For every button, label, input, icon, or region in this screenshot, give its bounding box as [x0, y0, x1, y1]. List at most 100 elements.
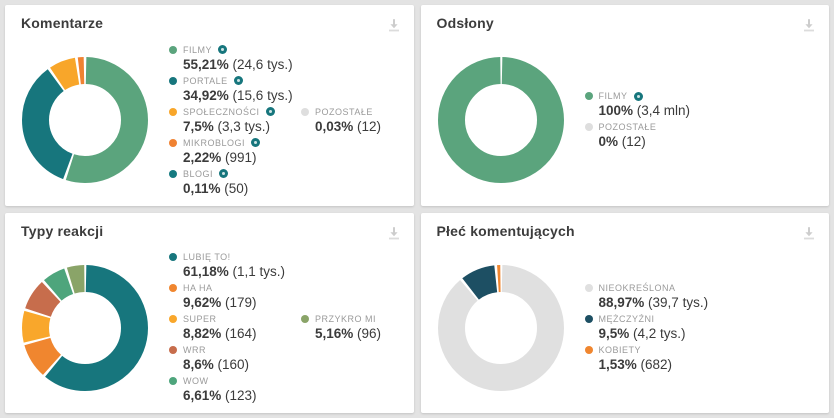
- legend-label-row: FILMY: [584, 91, 703, 101]
- legend-count: (123): [221, 388, 257, 404]
- legend-item: MĘŻCZYŹNI 9,5% (4,2 tys.): [584, 314, 709, 341]
- eye-icon-dot: [268, 110, 272, 114]
- donut-segment[interactable]: [437, 264, 564, 391]
- eye-icon[interactable]: [633, 91, 643, 101]
- legend-label-row: WOW: [169, 376, 287, 386]
- legend-value: 6,61% (123): [183, 388, 287, 403]
- card-body: LUBIĘ TO! 61,18% (1,1 tys.) HA HA 9,62% (17…: [5, 243, 414, 414]
- legend-value: 100% (3,4 mln): [599, 103, 703, 118]
- legend-item: MIKROBLOGI 2,22% (991): [169, 138, 287, 165]
- download-button[interactable]: [799, 223, 819, 243]
- donut-chart[interactable]: [21, 264, 149, 392]
- eye-icon-dot: [222, 172, 226, 176]
- donut-segment[interactable]: [22, 264, 148, 391]
- legend-label-row: NIEOKREŚLONA: [584, 283, 709, 293]
- legend-item: POZOSTAŁE 0,03% (12): [301, 107, 414, 134]
- legend-bullet: [301, 107, 309, 116]
- legend-bullet: [169, 107, 177, 116]
- legend-label: FILMY: [183, 44, 213, 55]
- eye-icon[interactable]: [233, 76, 243, 86]
- legend-count: (15,6 tys.): [228, 87, 293, 103]
- card-title: Płeć komentujących: [436, 222, 575, 239]
- legend-percent: 8,82%: [183, 326, 222, 342]
- legend-count: (3,4 mln): [633, 103, 691, 119]
- legend-value: 9,5% (4,2 tys.): [599, 326, 709, 341]
- legend-label: LUBIĘ TO!: [183, 252, 231, 263]
- legend-count: (991): [221, 149, 257, 165]
- card-title: Typy reakcji: [21, 222, 104, 239]
- download-button[interactable]: [384, 15, 404, 35]
- legend-label: MIKROBLOGI: [183, 137, 246, 148]
- legend-value: 9,62% (179): [183, 295, 287, 310]
- eye-icon[interactable]: [218, 45, 228, 55]
- eye-icon[interactable]: [251, 138, 261, 148]
- legend-percent: 1,53%: [598, 357, 637, 373]
- legend-item: FILMY 55,21% (24,6 tys.): [169, 44, 293, 72]
- legend-label-row: PORTALE: [169, 76, 287, 86]
- legend-value: 0% (12): [599, 134, 703, 149]
- legend-label: MĘŻCZYŹNI: [598, 314, 655, 325]
- legend-item: LUBIĘ TO! 61,18% (1,1 tys.): [169, 252, 287, 279]
- legend-value: 5,16% (96): [315, 326, 414, 341]
- download-button[interactable]: [799, 15, 819, 35]
- legend-count: (160): [213, 357, 250, 373]
- legend-bullet: [301, 315, 309, 324]
- legend-percent: 34,92%: [183, 87, 229, 103]
- download-button[interactable]: [384, 223, 404, 243]
- download-icon: [388, 226, 399, 239]
- legend-value: 1,53% (682): [599, 357, 709, 372]
- legend-bullet: [584, 123, 593, 132]
- legend-count: (96): [353, 326, 382, 342]
- chart-legend: FILMY 100% (3,4 mln) POZOSTAŁE 0% (12): [584, 35, 703, 206]
- legend-percent: 61,18%: [183, 264, 229, 280]
- donut-segment[interactable]: [22, 57, 148, 184]
- card-body: FILMY 55,21% (24,6 tys.) PORTALE 34,92% (15…: [5, 35, 414, 206]
- legend-percent: 0%: [598, 134, 619, 150]
- eye-icon-dot: [636, 94, 640, 98]
- legend-bullet: [169, 169, 177, 178]
- legend-value: 34,92% (15,6 tys.): [183, 87, 293, 103]
- donut-segment[interactable]: [22, 264, 148, 391]
- legend-bullet: [169, 253, 177, 262]
- legend-label: PORTALE: [183, 75, 228, 86]
- legend-label-row: SUPER: [169, 314, 287, 324]
- legend-value: 7,5% (3,3 tys.): [183, 119, 287, 134]
- legend-bullet: [584, 284, 593, 293]
- legend-count: (4,2 tys.): [629, 326, 686, 342]
- legend-percent: 0,11%: [183, 180, 221, 196]
- legend-label: SPOŁECZNOŚCI: [183, 106, 260, 117]
- legend-count: (3,3 tys.): [213, 118, 271, 134]
- download-icon: [804, 226, 814, 239]
- card-title: Odsłony: [436, 15, 494, 31]
- legend-count: (1,1 tys.): [228, 264, 286, 280]
- legend-label-row: LUBIĘ TO!: [169, 252, 287, 262]
- eye-icon[interactable]: [265, 107, 275, 117]
- legend-percent: 55,21%: [183, 56, 229, 72]
- legend-item: WOW 6,61% (123): [169, 376, 287, 403]
- legend-item: HA HA 9,62% (179): [169, 283, 287, 310]
- legend-item: SPOŁECZNOŚCI 7,5% (3,3 tys.): [169, 107, 287, 134]
- legend-item: FILMY 100% (3,4 mln): [584, 91, 703, 118]
- legend-label-row: WRR: [169, 345, 287, 355]
- legend-count: (12): [353, 118, 382, 134]
- eye-icon[interactable]: [219, 169, 229, 179]
- legend-value: 2,22% (991): [183, 150, 287, 165]
- eye-icon-dot: [221, 48, 225, 52]
- legend-bullet: [169, 377, 177, 386]
- donut-chart[interactable]: [21, 56, 149, 184]
- legend-label: POZOSTAŁE: [598, 122, 657, 133]
- eye-icon-dot: [236, 79, 240, 83]
- donut-segment[interactable]: [22, 57, 148, 184]
- legend-label: PRZYKRO MI: [315, 314, 377, 325]
- donut-chart[interactable]: [437, 56, 565, 184]
- donut-segment[interactable]: [437, 57, 564, 184]
- legend-count: (39,7 tys.): [644, 295, 709, 311]
- legend-item: SUPER 8,82% (164): [169, 314, 287, 341]
- legend-item: PRZYKRO MI 5,16% (96): [301, 314, 414, 341]
- donut-chart[interactable]: [437, 264, 565, 392]
- chart-card: Typy reakcji LUBIĘ TO! 61,18% (1,1 tys.) H…: [5, 212, 414, 414]
- legend-label-row: PRZYKRO MI: [301, 314, 414, 324]
- card-header: Płeć komentujących: [421, 213, 830, 243]
- legend-bullet: [584, 346, 593, 355]
